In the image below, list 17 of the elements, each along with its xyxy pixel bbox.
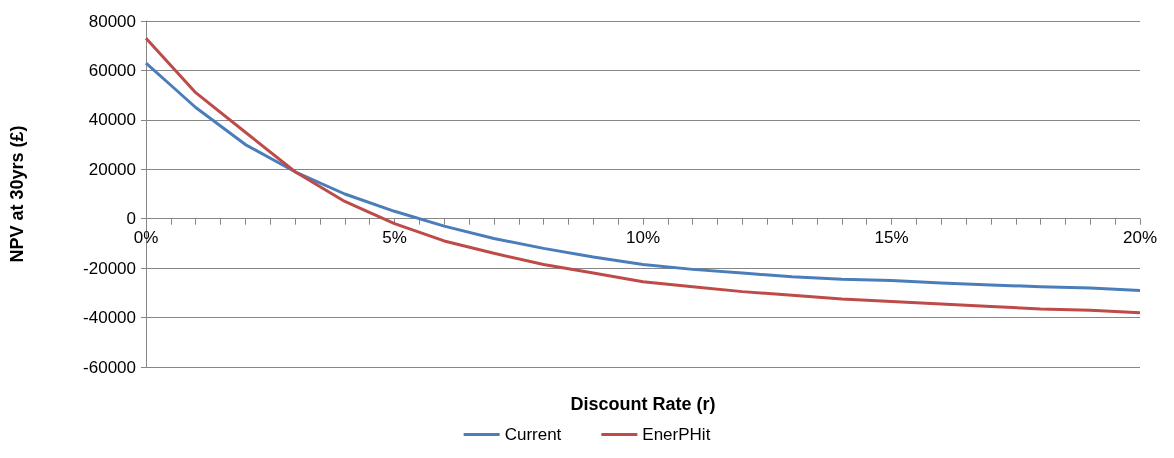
y-tick-label: -20000 (83, 258, 136, 278)
x-tick-label: 15% (874, 227, 909, 247)
y-tick-label: 80000 (88, 11, 136, 31)
x-tick-label: 10% (625, 227, 661, 247)
y-tick-label: -40000 (83, 308, 136, 328)
x-tick-label: 0% (133, 227, 159, 247)
legend-label: Current (504, 425, 562, 444)
x-tick-label: 20% (1122, 227, 1158, 247)
y-tick-label: 40000 (88, 110, 136, 130)
legend-label: EnerPHit (642, 425, 711, 444)
y-axis-title: NPV at 30yrs (£) (7, 125, 27, 263)
y-tick-label: 20000 (88, 159, 136, 179)
y-tick-label: -60000 (83, 357, 136, 377)
y-tick-label: 0 (126, 209, 136, 229)
x-tick-label: 5% (382, 227, 407, 247)
y-tick-label: 60000 (88, 60, 136, 80)
x-axis-title: Discount Rate (r) (570, 394, 716, 414)
